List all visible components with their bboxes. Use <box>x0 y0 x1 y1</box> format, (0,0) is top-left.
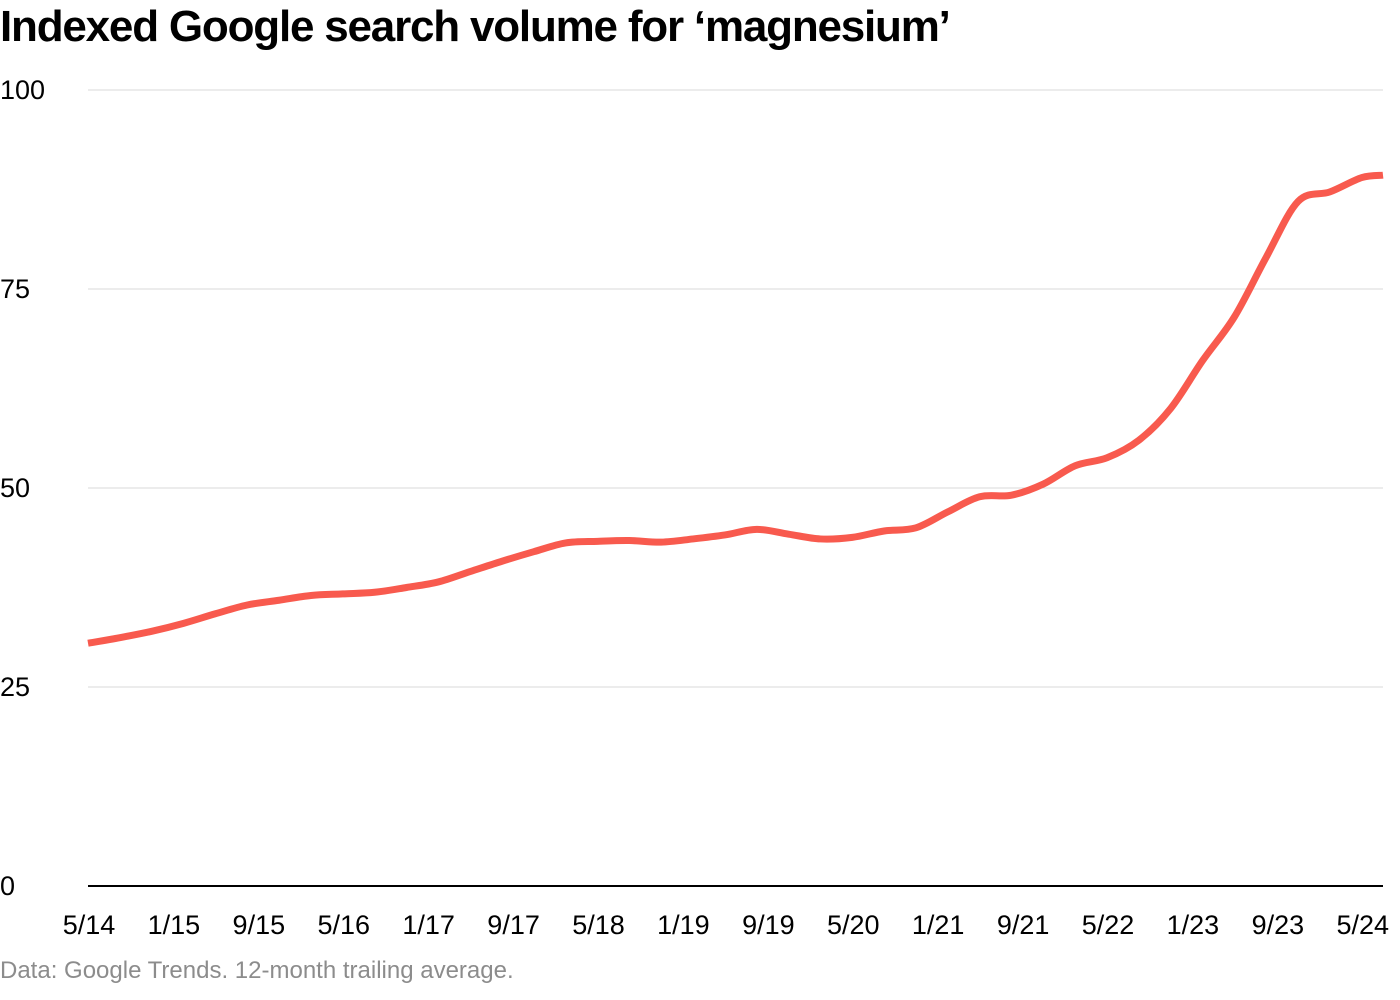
x-tick-label: 9/19 <box>742 910 795 940</box>
x-tick-label: 5/18 <box>572 910 625 940</box>
x-tick-label: 9/23 <box>1252 910 1305 940</box>
x-tick-label: 5/20 <box>827 910 880 940</box>
series-group <box>87 171 1384 647</box>
x-tick-label: 9/15 <box>233 910 286 940</box>
y-tick-label: 50 <box>0 473 30 503</box>
x-tick-label: 5/22 <box>1082 910 1135 940</box>
x-tick-label: 5/24 <box>1336 910 1389 940</box>
x-axis-ticks: 5/14 1/15 9/15 5/16 1/17 9/17 5/18 1/19 9/19 5/20… <box>63 910 1389 940</box>
x-tick-label: 9/21 <box>997 910 1050 940</box>
gridlines <box>88 89 1383 887</box>
y-tick-label: 75 <box>0 274 30 304</box>
chart-title: Indexed Google search volume for ‘magnes… <box>0 2 951 51</box>
y-tick-label: 100 <box>0 75 45 105</box>
series-line <box>87 171 1384 647</box>
x-tick-label: 1/23 <box>1167 910 1220 940</box>
x-tick-label: 1/19 <box>657 910 710 940</box>
x-tick-label: 1/21 <box>912 910 965 940</box>
y-axis-ticks: 0 25 50 75 100 <box>0 75 45 901</box>
x-tick-label: 1/17 <box>402 910 455 940</box>
x-tick-label: 5/14 <box>63 910 116 940</box>
x-tick-label: 5/16 <box>317 910 370 940</box>
y-tick-label: 25 <box>0 672 30 702</box>
source-note: Data: Google Trends. 12-month trailing a… <box>0 957 514 984</box>
x-tick-label: 1/15 <box>148 910 201 940</box>
x-tick-label: 9/17 <box>487 910 540 940</box>
y-tick-label: 0 <box>0 871 15 901</box>
